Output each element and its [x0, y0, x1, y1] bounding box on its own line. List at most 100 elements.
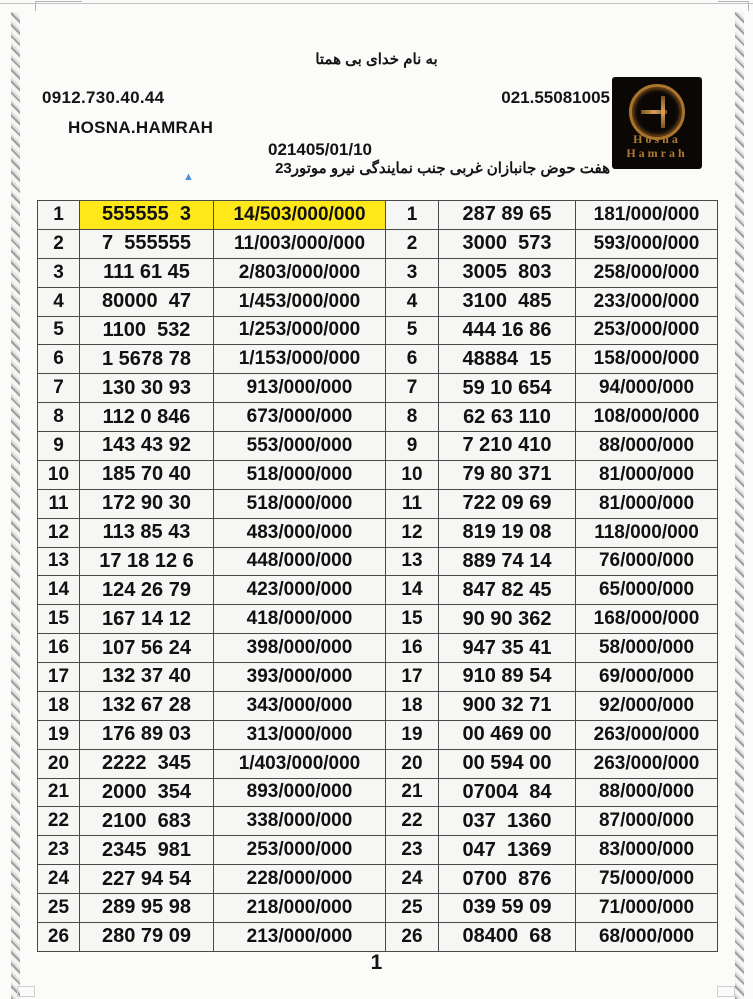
phone-number-cell: 167 14 12 — [79, 604, 214, 635]
price-cell: 893/000/000 — [213, 777, 386, 808]
price-cell: 1/403/000/000 — [213, 748, 386, 779]
price-cell: 343/000/000 — [213, 690, 386, 721]
phone-number-cell: 280 79 09 — [79, 921, 214, 953]
row-index-cell: 5 — [37, 315, 80, 346]
row-index-cell: 16 — [37, 633, 80, 663]
price-cell: 168/000/000 — [575, 604, 718, 635]
row-index-cell: 20 — [37, 748, 80, 779]
price-cell: 58/000/000 — [575, 633, 718, 663]
price-cell: 94/000/000 — [575, 373, 718, 404]
date-line: 021405/01/10 — [268, 140, 372, 159]
price-cell: 313/000/000 — [213, 719, 386, 750]
row-index-cell: 8 — [385, 402, 439, 432]
table-row: 7 130 30 93 913/000/000 7 59 10 654 94/000/00… — [37, 373, 718, 404]
price-cell: 81/000/000 — [575, 488, 718, 519]
phone-number-cell: 113 85 43 — [79, 517, 214, 548]
price-cell: 213/000/000 — [213, 921, 386, 953]
row-index-cell: 21 — [37, 777, 80, 808]
price-cell: 83/000/000 — [575, 835, 718, 866]
row-index-cell: 22 — [37, 806, 80, 837]
row-index-cell: 11 — [385, 488, 439, 519]
row-index-cell: 8 — [37, 402, 80, 432]
phone-number-cell: 722 09 69 — [438, 488, 576, 519]
row-index-cell: 14 — [385, 575, 439, 606]
row-index-cell: 1 — [37, 200, 80, 230]
table-row: 18 132 67 28 343/000/000 18 900 32 71 92/000/… — [37, 690, 718, 721]
price-cell: 71/000/000 — [575, 893, 718, 923]
price-cell: 69/000/000 — [575, 662, 718, 692]
phone-number-cell: 79 80 371 — [438, 459, 576, 490]
bottom-left-corner-mark — [17, 986, 35, 997]
row-index-cell: 13 — [37, 546, 80, 577]
phone-number-cell: 172 90 30 — [79, 488, 214, 519]
row-index-cell: 12 — [37, 517, 80, 548]
price-cell: 263/000/000 — [575, 748, 718, 779]
phone-number-cell: 910 89 54 — [438, 662, 576, 692]
price-cell: 253/000/000 — [575, 315, 718, 346]
price-cell: 87/000/000 — [575, 806, 718, 837]
table-row: 12 113 85 43 483/000/000 12 819 19 08 118/000… — [37, 517, 718, 548]
price-cell: 158/000/000 — [575, 344, 718, 375]
phone-number-cell: 900 32 71 — [438, 690, 576, 721]
phone-number-cell: 111 61 45 — [79, 257, 214, 288]
phone-number-cell: 143 43 92 — [79, 431, 214, 461]
phone-number-cell: 2222 345 — [79, 748, 214, 779]
phone-number-cell: 124 26 79 — [79, 575, 214, 606]
phone-number-cell: 08400 68 — [438, 921, 576, 953]
row-index-cell: 6 — [385, 344, 439, 375]
logo-wordmark: Hosna Hamrah — [612, 133, 702, 161]
row-index-cell: 18 — [37, 690, 80, 721]
phone-number-cell: 555555 3 — [79, 200, 214, 230]
row-index-cell: 16 — [385, 633, 439, 663]
row-index-cell: 9 — [37, 431, 80, 461]
price-cell: 233/000/000 — [575, 286, 718, 317]
price-cell: 263/000/000 — [575, 719, 718, 750]
price-cell: 76/000/000 — [575, 546, 718, 577]
price-cell: 68/000/000 — [575, 921, 718, 953]
row-index-cell: 10 — [385, 459, 439, 490]
row-index-cell: 11 — [37, 488, 80, 519]
phone-number-cell: 037 1360 — [438, 806, 576, 837]
table-row: 24 227 94 54 228/000/000 24 0700 876 75/000/0… — [37, 864, 718, 894]
row-index-cell: 3 — [37, 257, 80, 288]
top-right-corner-mark — [718, 1, 749, 11]
row-index-cell: 20 — [385, 748, 439, 779]
table-row: 15 167 14 12 418/000/000 15 90 90 362 168/000… — [37, 604, 718, 635]
phone-number-cell: 2000 354 — [79, 777, 214, 808]
table-row: 5 1100 532 1/253/000/000 5 444 16 86 253/000/… — [37, 315, 718, 346]
price-cell: 398/000/000 — [213, 633, 386, 663]
row-index-cell: 25 — [37, 893, 80, 923]
row-index-cell: 25 — [385, 893, 439, 923]
table-row: 21 2000 354 893/000/000 21 07004 84 88/000/00… — [37, 777, 718, 808]
mobile-number: 0912.730.40.44 — [42, 88, 165, 107]
phone-number-cell: 287 89 65 — [438, 200, 576, 230]
phone-number-cell: 59 10 654 — [438, 373, 576, 404]
price-cell: 258/000/000 — [575, 257, 718, 288]
phone-number-cell: 0700 876 — [438, 864, 576, 894]
row-index-cell: 4 — [37, 286, 80, 317]
phone-number-cell: 047 1369 — [438, 835, 576, 866]
address-line: هفت حوض جانبازان غربی جنب نمایندگی نیرو … — [275, 160, 610, 177]
logo-line1: Hosna — [633, 132, 681, 147]
phone-number-cell: 889 74 14 — [438, 546, 576, 577]
price-cell: 1/453/000/000 — [213, 286, 386, 317]
logo-ring-icon — [629, 84, 685, 140]
row-index-cell: 14 — [37, 575, 80, 606]
price-cell: 88/000/000 — [575, 431, 718, 461]
phone-number-cell: 48884 15 — [438, 344, 576, 375]
phone-number-cell: 444 16 86 — [438, 315, 576, 346]
table-row: 4 80000 47 1/453/000/000 4 3100 485 233/000/0… — [37, 286, 718, 317]
logo-line2: Hamrah — [626, 146, 688, 161]
table-row: 17 132 37 40 393/000/000 17 910 89 54 69/000/… — [37, 662, 718, 692]
price-cell: 913/000/000 — [213, 373, 386, 404]
phone-number-cell: 947 35 41 — [438, 633, 576, 663]
price-cell: 108/000/000 — [575, 402, 718, 432]
price-cell: 1/153/000/000 — [213, 344, 386, 375]
price-cell: 118/000/000 — [575, 517, 718, 548]
phone-number-cell: 62 63 110 — [438, 402, 576, 432]
row-index-cell: 24 — [385, 864, 439, 894]
row-index-cell: 7 — [37, 373, 80, 404]
top-border-line — [0, 3, 753, 4]
table-row: 11 172 90 30 518/000/000 11 722 09 69 81/000/… — [37, 488, 718, 519]
table-row: 26 280 79 09 213/000/000 26 08400 68 68/000/0… — [37, 921, 718, 953]
